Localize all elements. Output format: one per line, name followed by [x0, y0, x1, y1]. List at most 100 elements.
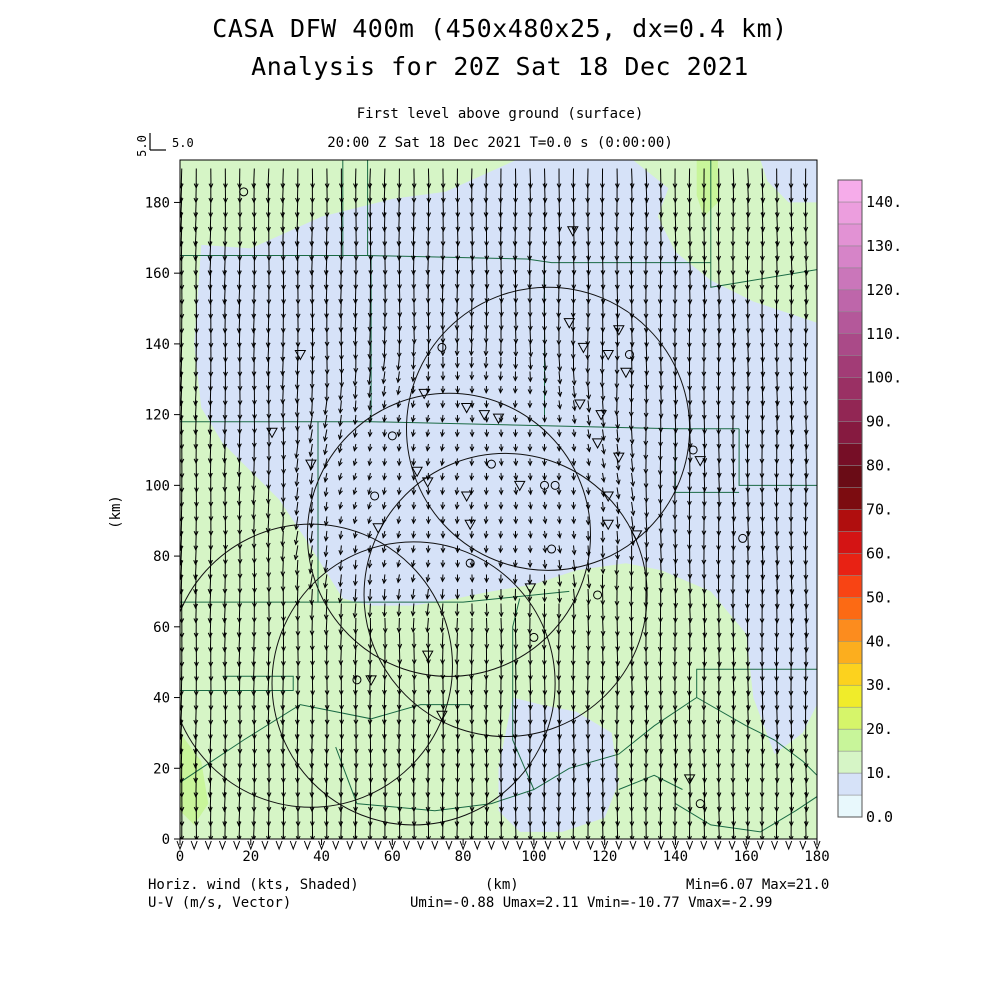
wind-vector-head [309, 270, 315, 276]
wind-vector-head [715, 226, 721, 233]
wind-vector-head [339, 368, 345, 375]
wind-vector-head [601, 435, 606, 442]
wind-vector-head [745, 777, 750, 784]
wind-vector-head [788, 487, 794, 494]
station-marker-circle [529, 632, 539, 642]
wind-vector-head [527, 446, 533, 452]
wind-vector-shaft [500, 632, 503, 649]
wind-vector-head [673, 748, 679, 755]
wind-vector-head [672, 792, 678, 798]
wind-vector-head [193, 241, 198, 247]
wind-vector-head [716, 661, 722, 668]
wind-vector-shaft [485, 342, 487, 356]
wind-vector-shaft [602, 400, 604, 414]
wind-vector-head [730, 589, 736, 595]
wind-vector-head [803, 661, 809, 668]
wind-vector-head [410, 611, 416, 617]
wind-vector-head [411, 338, 417, 345]
wind-vector-head [774, 487, 779, 494]
wind-vector-head [180, 806, 185, 813]
wind-vector-head [600, 600, 606, 606]
wind-vector-head [673, 226, 679, 233]
wind-vector-head [309, 806, 315, 813]
wind-vector-head [803, 531, 808, 537]
wind-vector-shaft [456, 313, 458, 330]
wind-vector-head [222, 588, 228, 595]
wind-vector-head [280, 661, 286, 667]
wind-vector-shaft [544, 356, 547, 370]
wind-vector-head [556, 270, 562, 276]
wind-vector-head [556, 690, 562, 696]
wind-vector-shaft [631, 429, 633, 444]
x-tick-label: 180 [804, 849, 829, 865]
wind-vector-head [614, 705, 620, 711]
wind-vector-head [702, 618, 708, 624]
wind-vector-head [803, 705, 808, 711]
wind-vector-head [323, 477, 329, 483]
wind-vector-head [614, 585, 620, 592]
wind-vector-head [803, 270, 809, 276]
wind-vector-head [527, 719, 533, 726]
wind-vector-head [557, 533, 562, 539]
wind-vector-head [760, 241, 766, 247]
wind-vector-shaft [514, 327, 517, 344]
wind-vector-head [788, 371, 794, 378]
wind-vector-head [789, 255, 795, 262]
wind-vector-head [774, 386, 780, 392]
wind-vector-head [585, 313, 591, 319]
boundary-vector-chevron [643, 840, 651, 851]
wind-vector-shaft [587, 603, 590, 620]
wind-vector-head [745, 328, 751, 334]
wind-vector-head [180, 748, 184, 755]
wind-vector-head [715, 734, 721, 740]
wind-vector-head [585, 748, 591, 755]
wind-vector-shaft [426, 617, 429, 632]
wind-vector-head [309, 226, 315, 233]
wind-vector-head [788, 690, 794, 697]
wind-vector-head [527, 269, 532, 276]
wind-vector-head [556, 417, 562, 423]
wind-vector-head [353, 851, 357, 855]
wind-vector-head [440, 212, 446, 218]
wind-vector-head [570, 690, 576, 696]
wind-vector-head [803, 473, 809, 479]
wind-vector-head [410, 402, 416, 409]
wind-vector-head [411, 489, 417, 496]
wind-vector-head [208, 183, 214, 189]
wind-vector-head [353, 748, 359, 755]
wind-vector-shaft [267, 530, 270, 547]
y-tick-label: 180 [145, 195, 170, 211]
wind-vector-head [716, 821, 722, 827]
wind-vector-head [745, 574, 751, 581]
wind-vector-head [571, 489, 576, 496]
wind-vector-head [309, 523, 314, 529]
wind-vector-shaft [616, 501, 620, 514]
wind-vector-shaft [339, 588, 342, 603]
station-marker-triangle [513, 480, 526, 492]
wind-vector-head [614, 369, 620, 376]
wind-vector-head [252, 399, 257, 406]
wind-vector-head [222, 313, 228, 320]
wind-vector-head [222, 284, 227, 291]
wind-vector-head [658, 197, 664, 204]
wind-vector-head [701, 357, 707, 363]
wind-vector-head [252, 748, 257, 755]
wind-vector-head [440, 763, 446, 769]
wind-vector-head [440, 417, 446, 423]
wind-vector-head [499, 806, 504, 813]
wind-vector-head [222, 400, 228, 406]
wind-vector-head [469, 241, 475, 247]
wind-vector-head [745, 197, 751, 204]
wind-vector-head [716, 284, 722, 291]
wind-vector-head [774, 183, 780, 189]
boundary-vector-chevron [629, 840, 637, 851]
wind-vector-head [410, 763, 416, 769]
wind-vector-head [252, 428, 257, 434]
wind-vector-head [440, 821, 445, 827]
wind-vector-head [702, 299, 708, 305]
wind-vector-head [702, 792, 708, 798]
wind-vector-shaft [470, 356, 473, 368]
wind-vector-head [280, 356, 286, 363]
wind-vector-head [353, 580, 358, 587]
wind-vector-head [440, 489, 446, 496]
